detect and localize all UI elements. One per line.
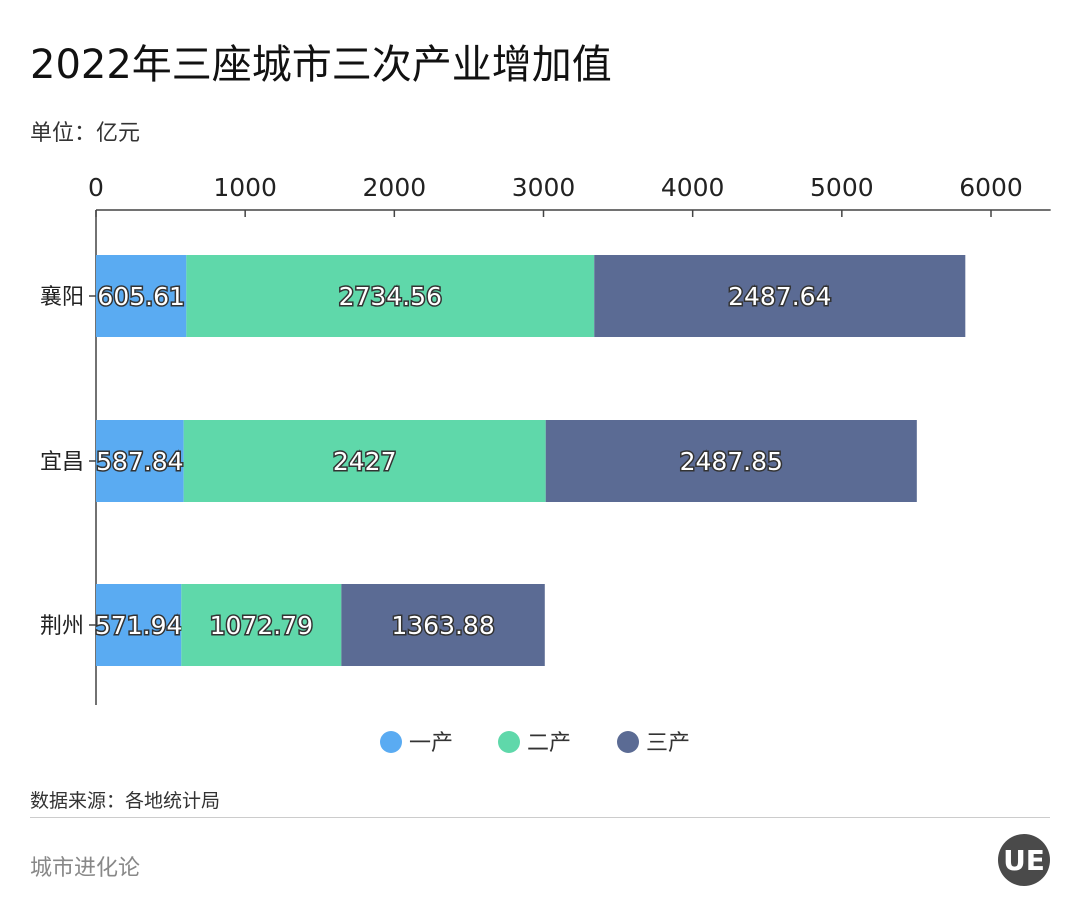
data-label: 2734.56 [339, 282, 442, 311]
data-label: 2487.64 [728, 282, 831, 311]
data-label: 605.61 [97, 282, 184, 311]
category-label: 宜昌 [40, 450, 84, 475]
bar-segment [341, 584, 545, 666]
unit-label: 单位：亿元 [30, 121, 141, 146]
bar-segment [183, 420, 546, 502]
bar-segment [186, 255, 595, 337]
x-tick-label: 6000 [959, 173, 1023, 202]
legend-marker [380, 731, 402, 753]
chart-title: 2022年三座城市三次产业增加值 [30, 42, 612, 88]
x-tick-label: 2000 [363, 173, 427, 202]
x-tick-label: 5000 [810, 173, 874, 202]
legend-marker [617, 731, 639, 753]
x-tick-label: 0 [88, 173, 104, 202]
x-tick-label: 3000 [512, 173, 576, 202]
legend-marker [498, 731, 520, 753]
data-label: 2427 [333, 447, 397, 476]
x-tick-label: 4000 [661, 173, 725, 202]
data-label: 571.94 [95, 611, 182, 640]
category-label: 荆州 [40, 614, 84, 639]
category-label: 襄阳 [40, 285, 84, 310]
data-label: 1363.88 [391, 611, 494, 640]
bar-segment [181, 584, 342, 666]
x-tick-label: 1000 [213, 173, 277, 202]
bar-segment [96, 420, 184, 502]
data-source: 数据来源：各地统计局 [30, 790, 221, 812]
data-label: 587.84 [96, 447, 183, 476]
legend-label: 二产 [527, 731, 571, 756]
legend-label: 一产 [409, 731, 453, 756]
bar-segment [96, 584, 182, 666]
brand-name: 城市进化论 [30, 856, 141, 881]
bar-segment [594, 255, 966, 337]
brand-logo: UE [998, 834, 1050, 886]
data-label: 2487.85 [680, 447, 783, 476]
divider [30, 817, 1050, 818]
legend-label: 三产 [646, 731, 690, 756]
data-label: 1072.79 [210, 611, 313, 640]
bar-segment [545, 420, 917, 502]
bar-segment [96, 255, 187, 337]
